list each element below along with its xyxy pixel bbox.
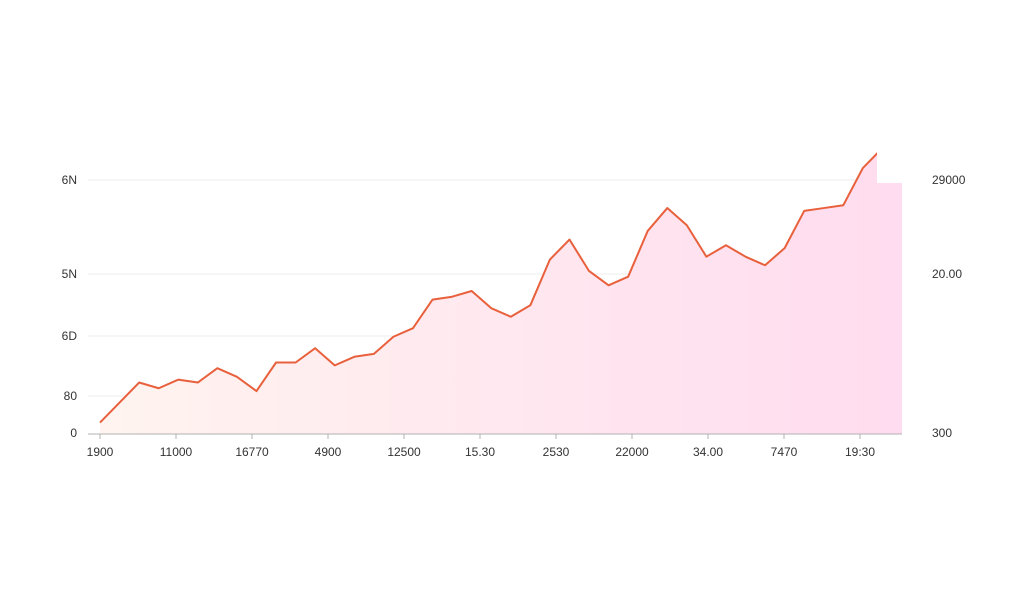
y-axis-left-ticks: 0 80 6D 5N 6N <box>62 173 78 440</box>
x-tick-label: 1900 <box>87 445 114 459</box>
x-tick-label: 22000 <box>615 445 649 459</box>
x-tick-label: 7470 <box>771 445 798 459</box>
x-tick-label: 2530 <box>543 445 570 459</box>
x-tick-label: 34.00 <box>693 445 723 459</box>
x-tick-label: 19:30 <box>845 445 875 459</box>
series-line <box>99 147 884 424</box>
y-axis-right-ticks: 300 20.00 29000 <box>932 173 966 440</box>
y-tick-label-left: 6D <box>62 329 78 343</box>
area-fill <box>100 148 902 434</box>
plot-edge-notch <box>877 140 907 183</box>
y-tick-label-right: 20.00 <box>932 267 962 281</box>
y-tick-label-right: 300 <box>932 426 952 440</box>
x-tick-label: 4900 <box>315 445 342 459</box>
y-tick-label-left: 6N <box>62 173 77 187</box>
y-tick-label-left: 0 <box>70 426 77 440</box>
x-axis-ticks: 1900 11000 16770 4900 12500 15.30 2530 22000 34.… <box>87 434 875 459</box>
x-tick-label: 15.30 <box>465 445 495 459</box>
series-line-layer <box>99 140 907 424</box>
y-tick-label-left: 5N <box>62 267 77 281</box>
x-tick-label: 16770 <box>235 445 269 459</box>
y-tick-label-left: 80 <box>64 389 78 403</box>
y-tick-label-right: 29000 <box>932 173 966 187</box>
x-tick-label: 12500 <box>387 445 421 459</box>
area-fill-layer <box>100 148 902 434</box>
x-tick-label: 11000 <box>160 445 193 459</box>
